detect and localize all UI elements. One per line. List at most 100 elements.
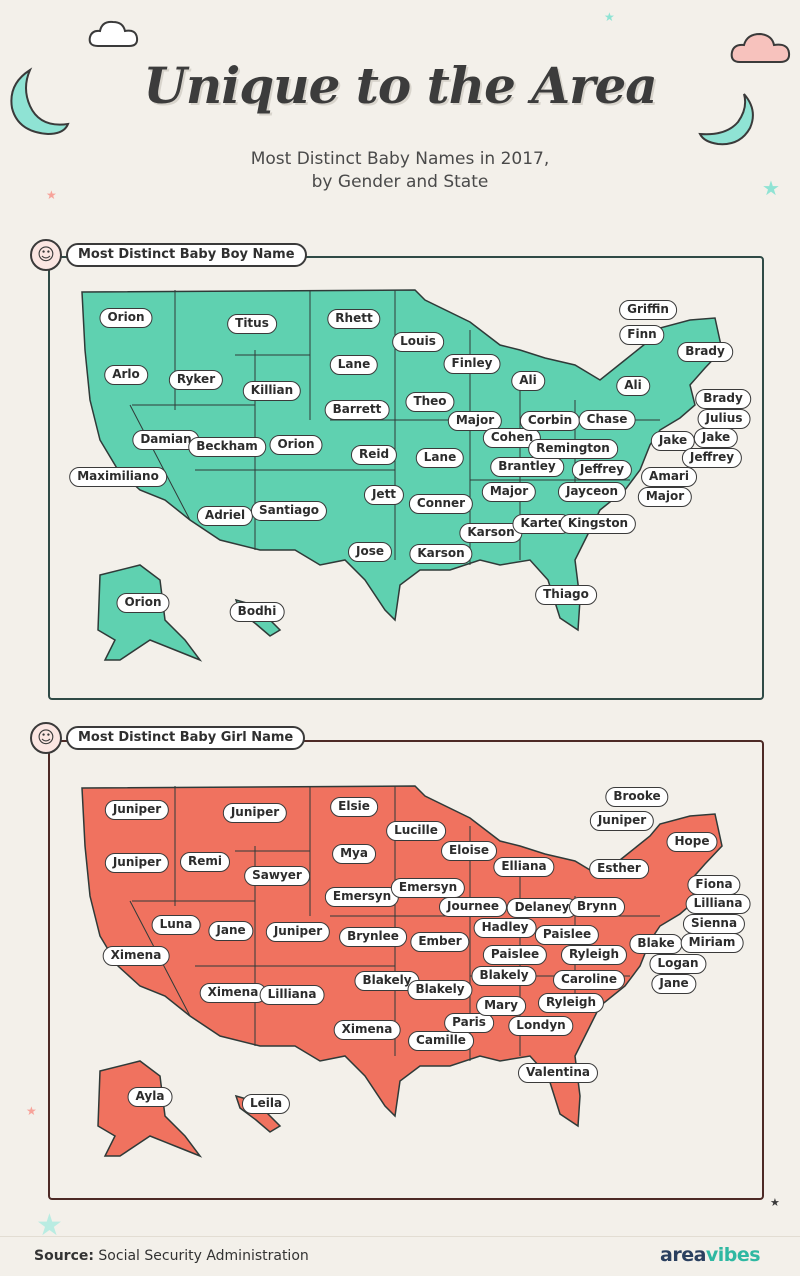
name-label-nh: Finn <box>619 325 665 345</box>
name-label-ok: Jett <box>363 485 405 505</box>
name-label-ma: Fiona <box>687 875 741 895</box>
name-label-wy: Sawyer <box>244 866 310 886</box>
name-label-ia: Emersyn <box>390 878 466 898</box>
name-label-dc: Jane <box>651 974 697 994</box>
name-label-mo: Lane <box>415 448 465 468</box>
contiguous-us-shape <box>81 289 723 632</box>
name-label-tn: Blakely <box>471 966 537 986</box>
name-label-ri: Lilliana <box>685 894 751 914</box>
star-icon: ★ <box>762 176 780 200</box>
logo-part-1: area <box>660 1244 706 1266</box>
name-label-nh: Juniper <box>589 811 655 831</box>
name-label-az: Adriel <box>196 506 254 526</box>
name-label-ks: Brynlee <box>339 927 407 947</box>
name-label-ar: Conner <box>408 494 474 514</box>
name-label-fl: Thiago <box>535 585 597 605</box>
name-label-la: Camille <box>408 1031 474 1051</box>
name-label-ks: Reid <box>350 445 398 465</box>
state-border <box>129 404 191 521</box>
name-label-wv: Remington <box>528 439 618 459</box>
name-label-sd: Lane <box>329 355 379 375</box>
alaska-shape <box>97 1060 203 1158</box>
star-icon: ★ <box>26 1104 37 1118</box>
name-label-va: Jake <box>650 431 696 451</box>
name-label-mo: Ember <box>410 932 470 952</box>
name-label-il: Major <box>447 411 503 431</box>
star-icon: ★ <box>36 1208 63 1243</box>
source-label: Source: <box>34 1248 94 1264</box>
name-label-or: Juniper <box>104 853 170 873</box>
name-label-de: Amari <box>641 467 697 487</box>
title: Unique to the Area <box>143 56 657 115</box>
name-label-tx: Jose <box>348 542 392 562</box>
name-label-ny: Esther <box>589 859 649 879</box>
name-label-id: Ryker <box>168 370 224 390</box>
name-label-or: Arlo <box>104 365 148 385</box>
name-label-dc: Major <box>637 487 693 507</box>
name-label-ky: Brantley <box>490 457 564 477</box>
name-label-ut: Beckham <box>188 437 266 457</box>
name-label-az: Ximena <box>199 983 267 1003</box>
name-label-sc: Ryleigh <box>537 993 605 1013</box>
name-label-co: Orion <box>269 435 323 455</box>
name-label-mn: Lucille <box>386 821 446 841</box>
moon-icon <box>4 66 70 142</box>
name-label-co: Juniper <box>265 922 331 942</box>
name-label-ms: Karson <box>459 523 523 543</box>
name-label-vt: Griffin <box>619 300 677 320</box>
name-label-ne: Emersyn <box>324 887 400 907</box>
moon-icon <box>698 92 758 152</box>
name-label-id: Remi <box>180 852 230 872</box>
name-label-ky: Paislee <box>482 945 548 965</box>
girl-us-map <box>81 785 723 1158</box>
name-label-nm: Santiago <box>250 501 328 521</box>
name-label-tx: Ximena <box>333 1020 401 1040</box>
name-label-ne: Barrett <box>324 400 390 420</box>
name-label-hi: Bodhi <box>229 602 285 622</box>
name-label-ri: Brady <box>695 389 751 409</box>
name-label-vt: Brooke <box>605 787 669 807</box>
name-label-al: Mary <box>476 996 526 1016</box>
source-text: Social Security Administration <box>98 1248 309 1264</box>
name-label-me: Hope <box>666 832 718 852</box>
name-label-nd: Elsie <box>330 797 378 817</box>
name-label-sd: Mya <box>332 844 376 864</box>
star-icon: ★ <box>604 10 615 24</box>
name-label-fl: Valentina <box>517 1063 599 1083</box>
name-label-ca: Maximiliano <box>69 467 167 487</box>
name-label-la: Karson <box>409 544 473 564</box>
source-line: Source: Social Security Administration <box>34 1248 309 1264</box>
name-label-oh: Delaney <box>506 898 578 918</box>
name-label-de: Logan <box>649 954 707 974</box>
name-label-ak: Orion <box>116 593 170 613</box>
name-label-nj: Jake <box>693 428 739 448</box>
boy-panel-title: Most Distinct Baby Boy Name <box>66 243 307 267</box>
name-label-nc: Caroline <box>553 970 625 990</box>
star-icon: ★ <box>770 1196 780 1209</box>
cloud-icon <box>88 18 140 54</box>
name-label-nc: Jeffrey <box>571 460 633 480</box>
name-label-ar: Blakely <box>407 980 473 1000</box>
name-label-oh: Corbin <box>519 411 581 431</box>
name-label-nd: Rhett <box>327 309 381 329</box>
name-label-wi: Eloise <box>441 841 497 861</box>
name-label-ms: Paris <box>444 1013 494 1033</box>
name-label-in: Hadley <box>473 918 537 938</box>
name-label-pa: Chase <box>578 410 636 430</box>
name-label-ia: Theo <box>405 392 455 412</box>
areavibes-logo: areavibes <box>660 1244 761 1266</box>
star-icon: ★ <box>46 188 57 202</box>
name-label-wa: Juniper <box>104 800 170 820</box>
name-label-wa: Orion <box>99 308 153 328</box>
subtitle-line-1: Most Distinct Baby Names in 2017, <box>250 149 550 169</box>
subtitle: Most Distinct Baby Names in 2017, by Gen… <box>0 148 800 194</box>
cloud-icon <box>730 30 792 70</box>
name-label-mt: Titus <box>227 314 277 334</box>
name-label-wy: Killian <box>242 381 302 401</box>
name-label-ct: Julius <box>697 409 751 429</box>
name-label-md: Jeffrey <box>681 448 743 468</box>
name-label-in: Cohen <box>482 428 542 448</box>
name-label-ak: Ayla <box>127 1087 173 1107</box>
name-label-mi: Elliana <box>493 857 555 877</box>
